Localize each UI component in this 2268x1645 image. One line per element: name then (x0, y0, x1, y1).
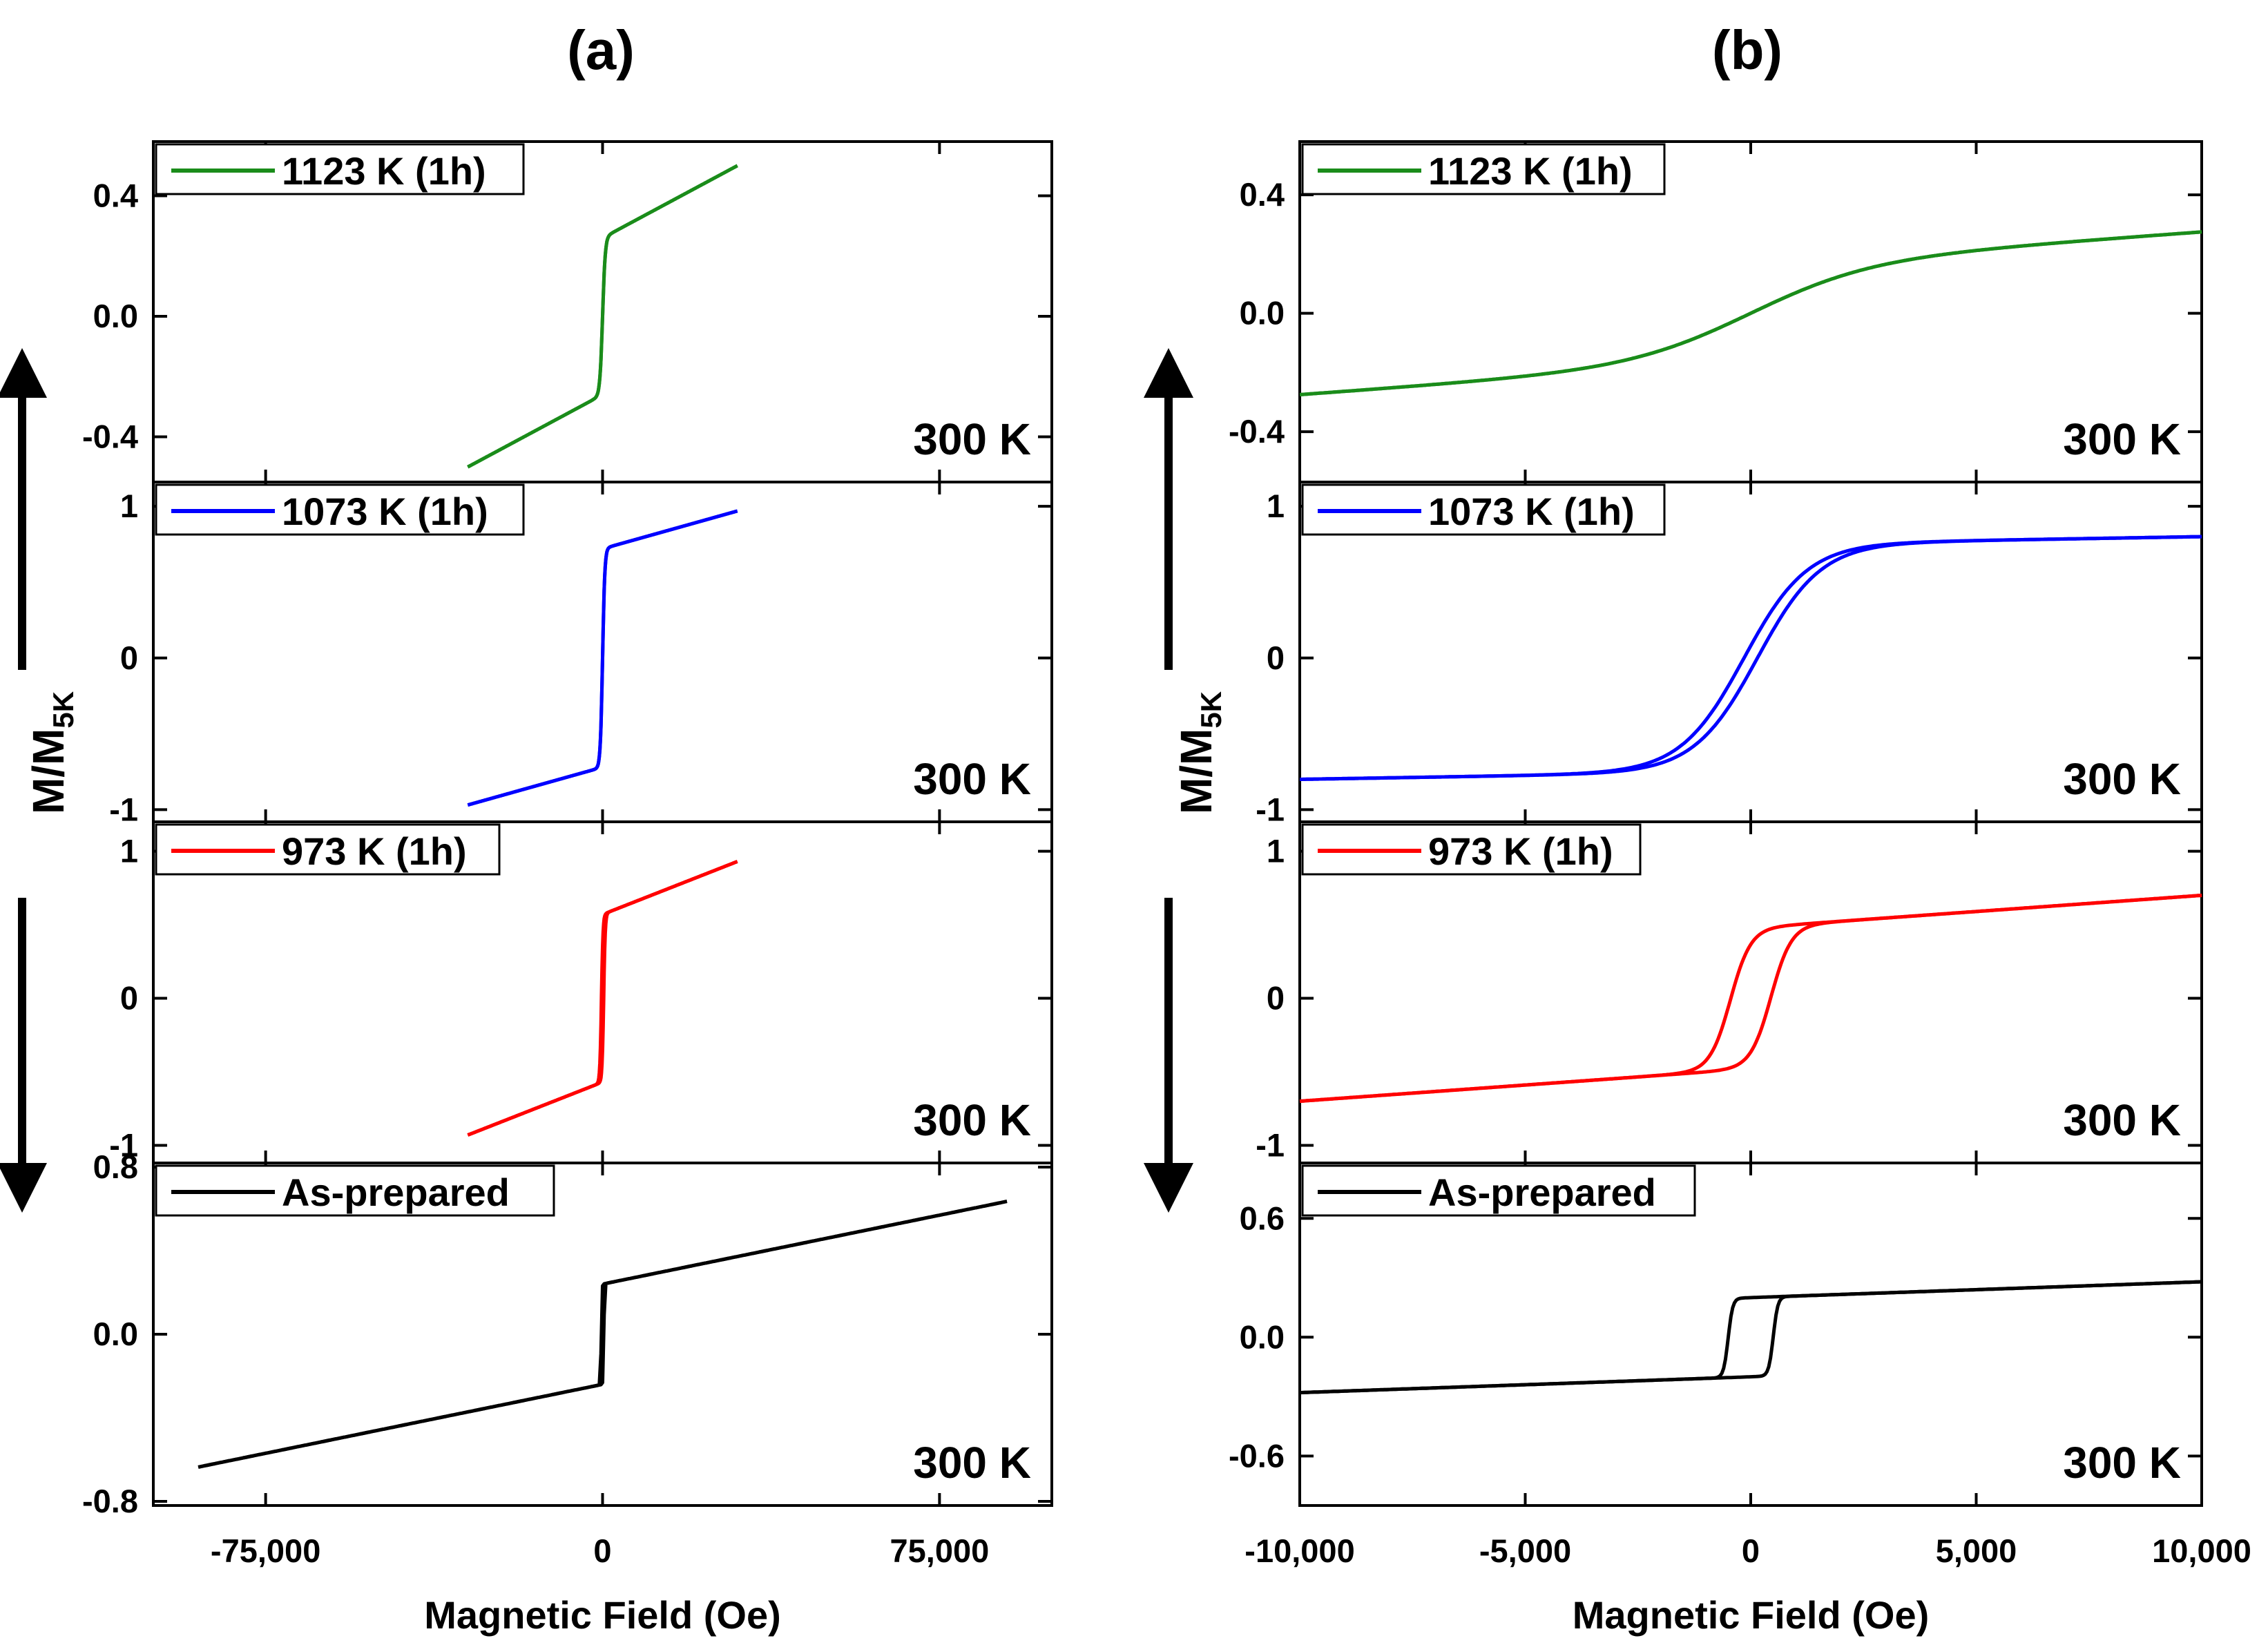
panel-title-1: (b) (1712, 19, 1782, 81)
y-tick-label-b1-1: 0.0 (1240, 295, 1285, 331)
series-line-b4-down (1299, 1280, 2202, 1395)
y-tick-label-b4-2: 0.6 (1240, 1200, 1285, 1236)
y-axis-label-main-0: M/M (23, 729, 73, 814)
legend-label-a1: 1123 K (1h) (282, 149, 486, 193)
series-line-b1-down (1299, 230, 2202, 396)
y-tick-label-b3-0: -1 (1256, 1126, 1285, 1163)
series-line-a2-down (466, 509, 739, 807)
temperature-label-b2: 300 K (2063, 754, 2181, 804)
temperature-label-b1: 300 K (2063, 414, 2181, 464)
legend-label-b1: 1123 K (1h) (1428, 149, 1633, 193)
y-tick-label-b3-1: 0 (1267, 980, 1285, 1017)
y-axis-label-0: M/M5K (23, 691, 79, 814)
x-tick-label-1-4: 10,000 (2152, 1532, 2251, 1569)
y-tick-label-b1-0: -0.4 (1229, 413, 1285, 450)
series-line-b3-up (1299, 894, 2202, 1104)
legend-label-a3: 973 K (1h) (282, 829, 467, 873)
y-axis-label-main-1: M/M (1171, 729, 1221, 814)
legend-label-a4: As-prepared (282, 1171, 510, 1214)
temperature-label-a1: 300 K (913, 414, 1031, 464)
y-tick-label-a3-0: -1 (109, 1126, 138, 1163)
y-tick-label-a4-2: 0.8 (93, 1148, 138, 1185)
y-tick-label-a1-2: 0.4 (93, 177, 138, 214)
y-tick-label-b2-1: 0 (1267, 639, 1285, 676)
y-tick-label-b4-0: -0.6 (1229, 1437, 1285, 1474)
y-tick-label-a2-0: -1 (109, 791, 138, 827)
y-tick-label-a3-1: 0 (120, 980, 138, 1017)
y-tick-label-a4-0: -0.8 (82, 1483, 138, 1519)
x-tick-label-0-2: 75,000 (890, 1532, 989, 1569)
series-line-b2-down (1300, 535, 2202, 781)
temperature-label-a2: 300 K (913, 754, 1031, 804)
series-line-a3-down (466, 860, 739, 1137)
y-tick-label-b1-2: 0.4 (1240, 176, 1285, 213)
legend-label-b2: 1073 K (1h) (1428, 490, 1635, 533)
x-tick-label-0-1: 0 (593, 1532, 611, 1569)
series-line-b3-down (1299, 894, 2202, 1104)
y-tick-label-a2-1: 0 (120, 639, 138, 676)
series-line-b2-up (1300, 535, 2202, 781)
y-tick-label-b2-0: -1 (1256, 791, 1285, 827)
panel-title-0: (a) (567, 19, 635, 81)
temperature-label-a4: 300 K (913, 1438, 1031, 1488)
y-tick-label-a2-2: 1 (120, 488, 138, 524)
y-axis-label-1: M/M5K (1171, 691, 1227, 814)
y-tick-label-a1-1: 0.0 (93, 298, 138, 334)
temperature-label-b3: 300 K (2063, 1095, 2181, 1145)
x-tick-label-1-0: -10,000 (1244, 1532, 1354, 1569)
y-tick-label-b2-2: 1 (1267, 488, 1285, 524)
temperature-label-b4: 300 K (2063, 1438, 2181, 1488)
x-tick-label-1-1: -5,000 (1479, 1532, 1571, 1569)
series-line-a1-down (466, 164, 739, 469)
x-tick-label-0-0: -75,000 (211, 1532, 320, 1569)
x-axis-label-1: Magnetic Field (Oe) (1573, 1593, 1930, 1637)
y-tick-label-b3-2: 1 (1267, 833, 1285, 869)
y-tick-label-b4-1: 0.0 (1240, 1318, 1285, 1355)
x-axis-label-0: Magnetic Field (Oe) (424, 1593, 781, 1637)
y-axis-label-sub-1: 5K (1195, 691, 1227, 729)
x-tick-label-1-3: 5,000 (1936, 1532, 2017, 1569)
temperature-label-a3: 300 K (913, 1095, 1031, 1145)
y-axis-label-sub-0: 5K (47, 691, 79, 729)
legend-label-a2: 1073 K (1h) (282, 490, 488, 533)
legend-label-b4: As-prepared (1428, 1171, 1656, 1214)
x-tick-label-1-2: 0 (1742, 1532, 1760, 1569)
y-tick-label-a1-0: -0.4 (82, 419, 138, 455)
y-tick-label-a3-2: 1 (120, 833, 138, 869)
y-tick-label-a4-1: 0.0 (93, 1316, 138, 1352)
legend-label-b3: 973 K (1h) (1428, 829, 1613, 873)
series-line-a4-down (198, 1200, 1008, 1469)
